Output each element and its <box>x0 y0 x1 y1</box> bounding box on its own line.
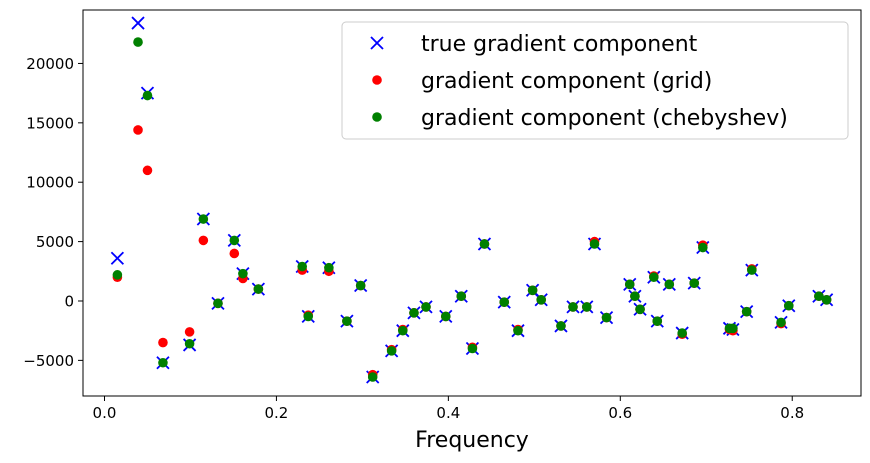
y-tick-label: 10000 <box>26 174 74 192</box>
data-point-dot <box>386 346 397 356</box>
data-point-dot <box>342 316 352 326</box>
y-tick-label: 0 <box>64 292 74 310</box>
x-tick-label: 0.2 <box>264 404 288 422</box>
data-point-dot <box>253 284 264 294</box>
data-point-dot <box>440 311 451 322</box>
data-point-dot <box>184 338 195 349</box>
data-marks <box>110 16 834 384</box>
data-point-dot <box>635 304 645 315</box>
y-axis: −5000 0 5000 10000 15000 20000 <box>23 55 83 370</box>
data-point-dot <box>158 357 168 368</box>
data-point-dot <box>397 325 408 336</box>
data-point-dot <box>229 235 240 246</box>
data-point-dot <box>527 285 538 296</box>
data-point-dot <box>409 308 419 318</box>
y-tick-label: −5000 <box>23 352 74 370</box>
data-point-x-marker <box>110 251 125 265</box>
data-point-dot <box>728 323 738 334</box>
data-point-dot <box>479 239 490 249</box>
data-point-dot <box>198 235 209 246</box>
data-point-dot <box>499 297 510 307</box>
data-point-dot <box>821 294 832 305</box>
data-point-dot <box>677 328 687 338</box>
plot-frame <box>82 9 862 397</box>
data-point-dot <box>158 337 168 348</box>
legend: true gradient component gradient componen… <box>341 21 849 140</box>
data-point-dot <box>213 298 223 309</box>
data-point-dot <box>198 214 209 224</box>
data-point-dot <box>689 278 700 288</box>
data-point-dot <box>229 248 240 259</box>
y-tick-label: 5000 <box>36 233 74 251</box>
data-point-dot <box>589 239 600 249</box>
data-point-dot <box>741 306 752 317</box>
data-point-dot <box>456 291 467 302</box>
data-point-dot <box>112 270 123 280</box>
x-tick-label: 0.8 <box>780 404 804 422</box>
legend-box <box>341 21 849 140</box>
data-point-dot <box>238 268 248 279</box>
legend-marker-x <box>370 36 384 50</box>
data-point-dot <box>568 302 578 312</box>
x-axis-title: Frequency <box>415 428 529 453</box>
legend-label: gradient component (chebyshev) <box>421 106 788 131</box>
x-tick-label: 0.4 <box>436 404 460 422</box>
x-tick-label: 0.6 <box>608 404 632 422</box>
data-point-dot <box>783 300 794 311</box>
data-point-dot <box>467 343 478 354</box>
data-point-dot <box>630 291 640 302</box>
data-point-dot <box>624 279 635 290</box>
y-tick-label: 20000 <box>26 55 74 73</box>
data-point-dot <box>355 280 366 291</box>
legend-label: gradient component (grid) <box>421 69 712 94</box>
data-point-dot <box>142 90 153 101</box>
data-point-dot <box>664 279 675 290</box>
data-point-dot <box>776 317 786 328</box>
data-point-dot <box>303 311 314 322</box>
data-point-dot <box>184 327 195 337</box>
data-point-dot <box>581 302 592 312</box>
data-point-dot <box>747 265 757 275</box>
data-point-dot <box>421 302 431 312</box>
data-point-dot <box>324 262 334 273</box>
legend-marker-dot <box>372 112 382 122</box>
series-gradient-component-chebyshev <box>112 37 832 382</box>
data-point-dot <box>297 261 308 272</box>
data-point-dot <box>649 272 659 283</box>
data-point-dot <box>698 242 708 253</box>
data-point-dot <box>142 165 153 176</box>
data-point-dot <box>513 325 523 336</box>
data-point-dot <box>536 294 547 305</box>
series-gradient-component-grid <box>112 125 832 380</box>
legend-marker-dot <box>372 75 382 85</box>
data-point-dot <box>133 125 143 135</box>
x-tick-label: 0.0 <box>93 404 117 422</box>
y-tick-label: 15000 <box>26 114 74 132</box>
data-point-dot <box>814 291 824 302</box>
data-point-x-marker <box>131 16 145 30</box>
data-point-dot <box>133 37 143 47</box>
data-point-dot <box>367 372 378 382</box>
data-point-dot <box>652 316 663 326</box>
data-point-dot <box>601 312 612 323</box>
x-axis: 0.0 0.2 0.4 0.6 0.8 <box>93 396 804 422</box>
data-point-dot <box>556 321 566 331</box>
legend-label: true gradient component <box>421 32 698 57</box>
